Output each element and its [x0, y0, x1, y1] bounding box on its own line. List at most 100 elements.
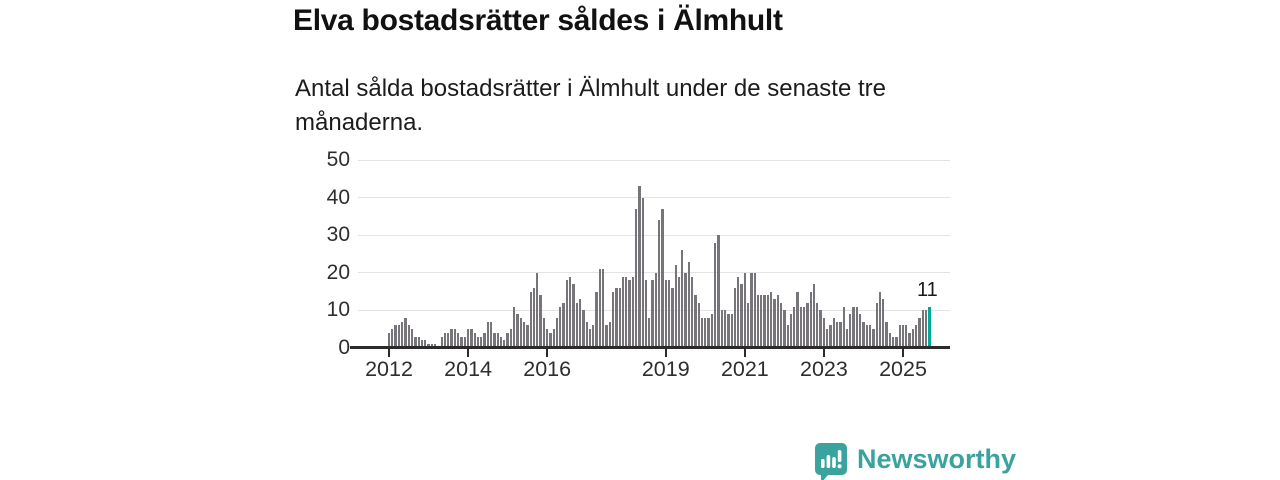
x-axis-label-2019: 2019: [641, 357, 690, 381]
x-tick-2023: [822, 349, 825, 357]
bar: [898, 325, 901, 348]
x-tick-2025: [902, 349, 905, 357]
gridline-y-20: [358, 272, 950, 274]
bar: [526, 325, 529, 348]
bar: [565, 280, 569, 348]
bar: [667, 280, 671, 348]
x-tick-2021: [743, 349, 746, 357]
bar: [806, 302, 809, 348]
y-axis-label-40: 40: [326, 185, 350, 209]
bar: [717, 235, 720, 348]
page-title: Elva bostadsrätter såldes i Älmhult: [293, 4, 783, 37]
bar: [457, 332, 460, 348]
bar: [575, 302, 578, 348]
subtitle-line-2: månaderna.: [295, 109, 424, 136]
bar: [756, 295, 760, 348]
bar: [915, 325, 918, 348]
bar: [786, 325, 789, 348]
bar: [852, 306, 855, 348]
bar: [549, 332, 552, 348]
bar: [661, 208, 664, 348]
bar: [918, 317, 921, 348]
bar: [486, 321, 489, 348]
bar: [737, 276, 740, 348]
bar: [440, 336, 443, 348]
bar: [401, 321, 404, 348]
bar: [809, 291, 812, 348]
bar: [812, 284, 816, 348]
bar: [648, 317, 651, 348]
x-axis-label-2014: 2014: [444, 357, 492, 381]
bar: [677, 276, 681, 348]
bar: [710, 314, 714, 348]
bar: [410, 329, 414, 348]
bar: [681, 250, 684, 348]
bar: [631, 276, 634, 348]
bar: [694, 295, 697, 348]
bar: [803, 306, 806, 348]
y-axis-label-20: 20: [326, 260, 350, 284]
bar: [542, 317, 545, 348]
bar: [608, 321, 611, 348]
bar: [773, 299, 776, 348]
bar: [658, 220, 661, 348]
bar: [671, 287, 674, 348]
bar: [687, 261, 690, 348]
bar: [924, 310, 928, 348]
brand-logo[interactable]: Newsworthy: [814, 442, 1016, 480]
bar: [882, 299, 885, 348]
bar: [664, 280, 667, 348]
bar: [618, 287, 621, 348]
bar: [826, 329, 829, 348]
bar: [723, 310, 727, 348]
bar: [714, 242, 717, 348]
bar: [875, 302, 878, 348]
plot-area: [358, 159, 950, 348]
gridline-y-10: [358, 309, 950, 311]
bar: [460, 336, 463, 348]
bar: [674, 265, 677, 348]
bar: [503, 340, 506, 348]
bar: [509, 329, 513, 348]
bar: [611, 291, 615, 348]
bar: [621, 276, 625, 348]
bar: [602, 269, 605, 348]
bar: [522, 321, 526, 348]
bar: [819, 310, 822, 348]
subtitle-line-1: Antal sålda bostadsrätter i Älmhult unde…: [295, 75, 886, 102]
bar: [911, 329, 915, 348]
x-axis-label-2023: 2023: [800, 357, 848, 381]
x-axis-label-2021: 2021: [720, 357, 769, 381]
bar: [569, 276, 572, 348]
bar: [588, 329, 592, 348]
bar: [572, 284, 575, 348]
bar: [480, 336, 483, 348]
bar: [625, 276, 628, 348]
bar: [546, 329, 549, 348]
bar: [417, 336, 420, 348]
bar: [793, 306, 796, 348]
bar: [822, 317, 826, 348]
x-tick-2014: [467, 349, 470, 357]
bar: [868, 325, 872, 348]
y-axis-label-50: 50: [326, 148, 350, 171]
bar: [839, 321, 842, 348]
bar: [592, 325, 595, 348]
bar: [862, 321, 865, 348]
bar: [516, 314, 519, 348]
bar: [453, 329, 457, 348]
bar: [489, 321, 493, 348]
bar: [598, 269, 602, 348]
bar: [585, 321, 588, 348]
bar: [730, 314, 733, 348]
bar: [799, 306, 803, 348]
bar: [816, 302, 819, 348]
bar: [855, 306, 859, 348]
bar: [496, 332, 499, 348]
bar: [905, 325, 908, 348]
bar: [473, 332, 476, 348]
bar: [684, 272, 687, 348]
bar: [849, 314, 852, 348]
bar: [859, 314, 862, 348]
